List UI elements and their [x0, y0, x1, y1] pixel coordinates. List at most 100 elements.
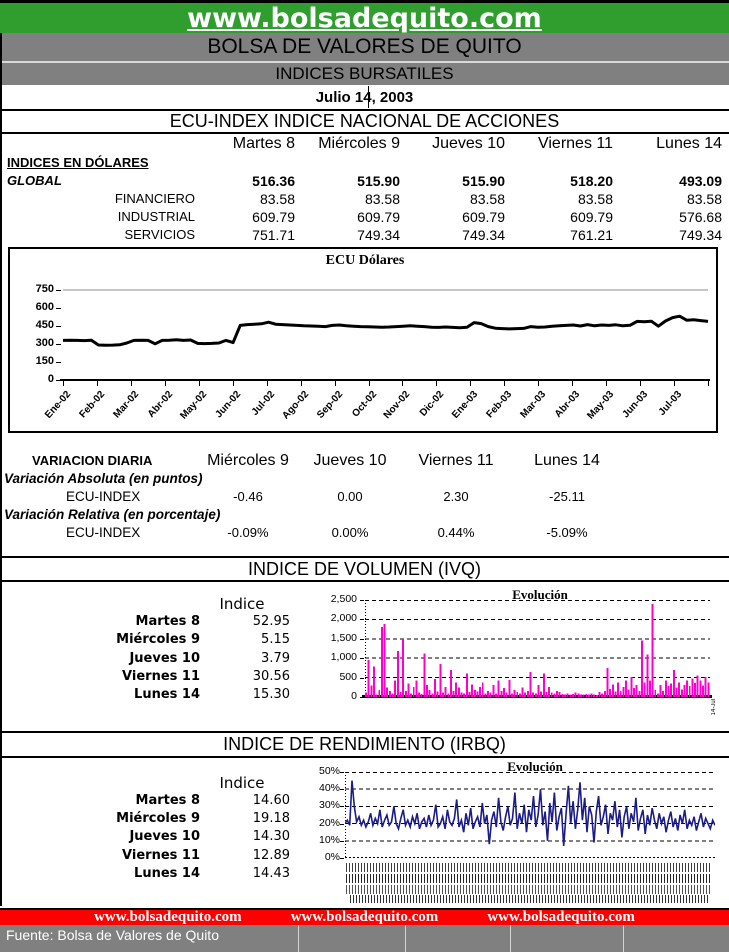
volume-bar [465, 673, 468, 697]
col-header-viernes11: Viernes 11 [537, 135, 613, 152]
volume-bar [407, 683, 410, 697]
y-tick [360, 658, 364, 660]
volume-bar [617, 682, 620, 697]
footer-red-bar: www.bolsadequito.com www.bolsadequito.co… [0, 908, 729, 925]
y-axis-label: 40% [318, 782, 340, 795]
header-green-bar: www.bolsadequito.com [0, 0, 729, 34]
volume-bar [633, 688, 635, 697]
volume-bar [505, 692, 508, 697]
y-tick [56, 362, 61, 363]
volume-bar [365, 692, 367, 697]
footer-source-bar: Fuente: Bolsa de Valores de Quito [0, 925, 729, 952]
website-link[interactable]: www.bolsadequito.com [187, 2, 542, 34]
footer-link[interactable]: www.bolsadequito.com [290, 909, 439, 925]
volume-bar [489, 692, 492, 697]
volume-bar [675, 687, 678, 697]
value: 83.58 [469, 191, 505, 207]
volumen-row-label: Viernes 11 [122, 669, 200, 684]
volumen-value: 5.15 [261, 632, 290, 647]
y-tick [360, 600, 364, 601]
y-axis-label: 500 [339, 670, 357, 683]
x-tick [504, 381, 506, 386]
report-title: INDICES BURSATILES [275, 64, 454, 83]
volume-bar [457, 687, 460, 697]
volume-bar [614, 691, 617, 697]
x-tick [164, 381, 166, 386]
x-tick [674, 381, 676, 386]
y-tick [340, 789, 344, 791]
footer-source: Fuente: Bolsa de Valores de Quito [6, 927, 219, 943]
volume-bar [603, 690, 606, 697]
x-tick [198, 381, 200, 386]
volume-bar [497, 680, 500, 697]
footer-cell-border [510, 925, 511, 952]
volume-bar [471, 684, 474, 697]
volume-bar [651, 603, 654, 697]
volume-bar [667, 686, 670, 697]
value: 83.58 [577, 191, 613, 207]
volume-bar [585, 693, 588, 697]
rendimiento-value: 14.60 [252, 793, 290, 808]
x-tick [572, 381, 574, 386]
volume-bar [383, 624, 386, 697]
volume-bar [529, 671, 532, 697]
value: 749.34 [679, 227, 722, 243]
rendimiento-row-label: Martes 8 [135, 793, 200, 808]
y-axis-label: 450 [35, 319, 54, 331]
footer-link[interactable]: www.bolsadequito.com [487, 909, 635, 925]
volume-bar [638, 690, 641, 697]
volume-bar [683, 684, 686, 697]
rendimiento-row-label: Lunes 14 [134, 866, 200, 881]
variacion-title: VARIACION DIARIA [32, 453, 153, 468]
volume-bar [476, 691, 479, 697]
x-tick [436, 381, 438, 386]
rendimiento-title-band: INDICE DE RENDIMIENTO (IRBQ) [0, 731, 729, 758]
volume-bar [492, 684, 495, 697]
volume-bar [579, 694, 582, 697]
volume-bar [524, 692, 527, 697]
y-axis-label: 0% [324, 851, 340, 863]
volumen-chart-baseline [362, 695, 712, 698]
col-header-miercoles9: Miércoles 9 [318, 135, 400, 152]
volume-bar [670, 683, 673, 697]
y-axis-label: 10% [318, 833, 340, 846]
x-tick [640, 381, 642, 386]
volume-bar [598, 691, 601, 697]
y-axis-label: 0 [47, 373, 54, 385]
volume-bar [702, 685, 704, 697]
vol-chart-layer-plot [365, 600, 710, 697]
volumen-chart-title: Evolución [512, 587, 568, 602]
footer-link[interactable]: www.bolsadequito.com [94, 909, 242, 925]
volume-bar [404, 690, 407, 697]
yield-line [345, 780, 715, 847]
y-axis-label: 50% [318, 765, 340, 777]
volume-bar [415, 680, 418, 697]
volume-bar [396, 651, 399, 697]
group-label: INDICES EN DÓLARES [7, 155, 149, 170]
col-header: Lunes 14 [534, 452, 600, 469]
rendimiento-title: INDICE DE RENDIMIENTO (IRBQ) [223, 734, 506, 754]
row-label: FINANCIERO [114, 191, 195, 206]
volume-bar [487, 690, 490, 697]
volume-bar [372, 666, 375, 697]
volume-bar [460, 692, 463, 697]
volume-bar [468, 691, 471, 697]
volume-bar [484, 693, 487, 697]
volume-bar [378, 690, 381, 697]
volume-bar [572, 693, 574, 697]
rendimiento-col-header: Indice [219, 774, 265, 792]
volume-bar [654, 690, 657, 697]
volume-bar [625, 680, 628, 697]
volumen-row-label: Lunes 14 [134, 687, 200, 702]
value: 515.90 [462, 173, 505, 189]
y-tick [340, 840, 344, 842]
volume-bar [436, 691, 439, 697]
value: 609.79 [357, 209, 400, 225]
x-tick [300, 381, 302, 386]
volume-bar [441, 692, 444, 697]
volume-bar [622, 686, 625, 697]
col-header-lunes14: Lunes 14 [656, 135, 722, 152]
y-axis-label: 750 [35, 283, 54, 295]
rendimiento-x-labels-strip [346, 863, 712, 872]
volume-bar [423, 653, 426, 697]
